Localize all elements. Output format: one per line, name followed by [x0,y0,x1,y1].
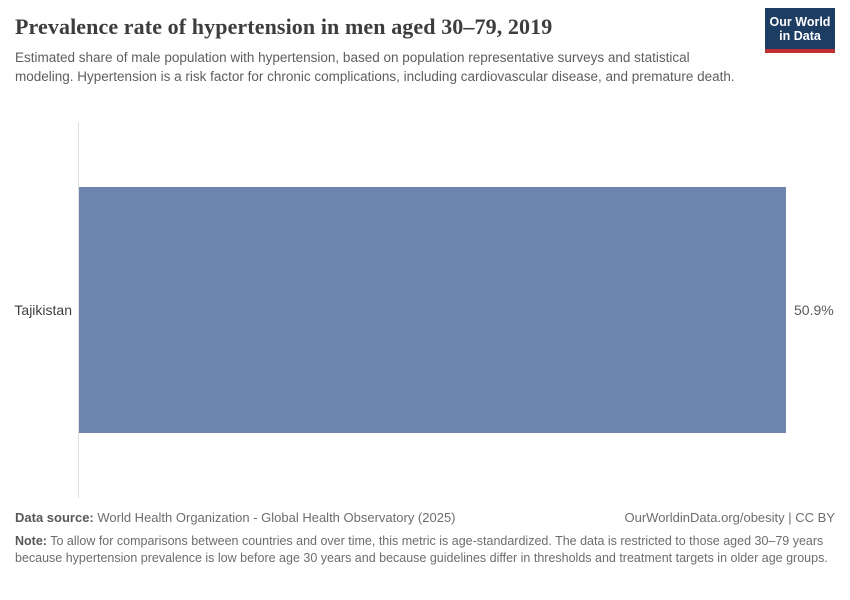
data-source-value: World Health Organization - Global Healt… [93,510,456,525]
chart-subtitle: Estimated share of male population with … [15,50,735,84]
attribution-link[interactable]: OurWorldinData.org/obesity | CC BY [624,510,836,525]
source-line: Data source: World Health Organization -… [15,510,835,525]
footer-note: Note: To allow for comparisons between c… [15,533,835,567]
owid-logo[interactable]: Our World in Data [765,8,835,53]
bar-tajikistan[interactable] [79,187,786,433]
bar-row-tajikistan: Tajikistan 50.9% [0,122,850,498]
note-label: Note: [15,534,47,548]
owid-logo-line2: in Data [779,29,821,43]
chart-footer: Data source: World Health Organization -… [15,510,835,567]
chart-header: Prevalence rate of hypertension in men a… [15,8,835,86]
y-axis-line [78,122,79,498]
plot-area: Tajikistan 50.9% [0,122,850,498]
data-source: Data source: World Health Organization -… [15,510,456,525]
data-source-label: Data source: [15,510,94,525]
category-label-tajikistan: Tajikistan [14,302,72,318]
value-label-tajikistan: 50.9% [794,302,834,318]
owid-logo-line1: Our World [769,15,831,29]
chart-title: Prevalence rate of hypertension in men a… [15,14,553,39]
note-text: To allow for comparisons between countri… [15,534,828,565]
